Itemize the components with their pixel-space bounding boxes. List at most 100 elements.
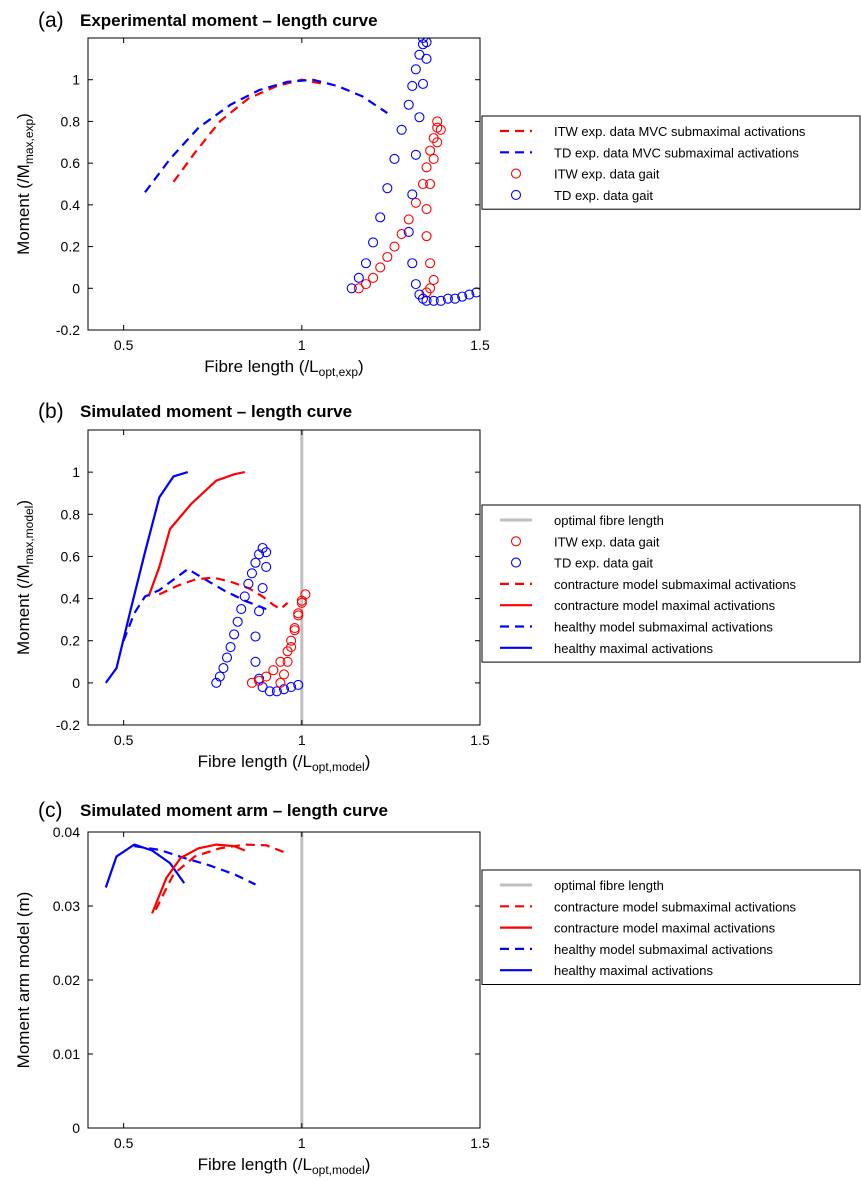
series-2-line xyxy=(134,845,256,886)
series-2-line xyxy=(147,471,246,597)
data-point xyxy=(278,684,290,695)
x-tick-label: 1.5 xyxy=(470,732,490,748)
plot-area xyxy=(144,38,480,306)
data-point xyxy=(410,149,421,160)
data-point xyxy=(375,212,386,223)
legend-label: TD exp. data gait xyxy=(554,188,653,203)
x-tick-label: 0.5 xyxy=(114,1135,134,1151)
data-point xyxy=(271,686,282,697)
data-point xyxy=(293,679,304,691)
data-point xyxy=(257,582,268,594)
data-point xyxy=(421,203,432,215)
data-point xyxy=(264,686,275,697)
chart-panel-3: (c) Simulated moment arm – length curve0.… xyxy=(14,799,861,1177)
data-point xyxy=(250,656,261,667)
y-axis-label: Moment (/Mmax,exp) xyxy=(14,113,36,255)
series-2-line xyxy=(144,78,388,193)
data-point xyxy=(425,178,436,190)
series-3-line xyxy=(122,567,267,642)
data-point xyxy=(261,671,272,682)
axes-box xyxy=(87,831,481,1129)
legend-label: ITW exp. data gait xyxy=(554,534,660,549)
legend-label: contracture model submaximal activations xyxy=(554,899,797,914)
y-tick-label: -0.2 xyxy=(56,322,80,338)
data-point xyxy=(403,226,414,238)
data-point xyxy=(214,671,225,682)
data-point xyxy=(375,262,386,273)
series-5-markers xyxy=(211,542,304,697)
data-point xyxy=(403,214,414,225)
x-tick-label: 1 xyxy=(298,1135,306,1151)
y-tick-label: 0.04 xyxy=(53,824,80,840)
axes-box xyxy=(87,429,481,726)
legend-label: TD exp. data MVC submaximal activations xyxy=(554,145,799,160)
legend-label: contracture model maximal activations xyxy=(554,921,776,936)
data-point xyxy=(289,625,300,636)
data-point xyxy=(225,641,236,653)
data-point xyxy=(368,237,379,248)
data-point xyxy=(382,251,393,263)
legend-label: ITW exp. data gait xyxy=(554,167,660,182)
data-point xyxy=(421,231,432,242)
data-point xyxy=(261,547,272,558)
data-point xyxy=(428,153,439,165)
x-tick-label: 1 xyxy=(298,337,306,353)
data-point xyxy=(389,241,400,252)
x-axis-label: Fibre length (/Lopt,model) xyxy=(198,1155,371,1177)
y-tick-label: 0.6 xyxy=(61,548,81,564)
legend-label: contracture model submaximal activations xyxy=(554,577,797,592)
plot-area xyxy=(104,843,288,914)
legend-box xyxy=(481,869,861,985)
panel-label: (c) xyxy=(38,799,63,822)
data-point xyxy=(403,99,414,110)
y-tick-label: 0.03 xyxy=(53,898,80,914)
y-axis-label: Moment (/Mmax,model) xyxy=(14,500,36,655)
panel-label: (a) xyxy=(38,9,64,32)
legend-box xyxy=(481,504,861,663)
y-tick-label: 0.4 xyxy=(61,197,81,213)
legend: ITW exp. data MVC submaximal activations… xyxy=(481,115,861,210)
y-tick-label: 1 xyxy=(72,464,80,480)
y-tick-label: 0.2 xyxy=(61,633,81,649)
chart-title: Simulated moment arm – length curve xyxy=(80,801,388,820)
data-point xyxy=(232,616,243,627)
data-point xyxy=(450,293,461,304)
legend-label: healthy model submaximal activations xyxy=(554,942,773,957)
data-point xyxy=(421,53,432,64)
data-point xyxy=(246,677,257,688)
data-point xyxy=(246,568,257,579)
y-tick-label: 0.02 xyxy=(53,972,80,988)
data-point xyxy=(442,293,453,304)
data-point xyxy=(243,578,254,589)
legend-marker xyxy=(510,168,522,179)
data-point xyxy=(360,279,372,290)
series-3-line xyxy=(151,843,246,914)
data-point xyxy=(218,663,229,674)
data-point xyxy=(346,283,357,294)
y-tick-label: 0 xyxy=(72,280,80,296)
data-point xyxy=(286,635,297,646)
data-point xyxy=(286,641,297,653)
data-point xyxy=(425,258,436,269)
data-point xyxy=(421,295,432,306)
data-point xyxy=(261,561,272,573)
data-point xyxy=(428,295,439,306)
x-tick-label: 1.5 xyxy=(470,337,490,353)
chart-title: Simulated moment – length curve xyxy=(80,402,352,421)
data-point xyxy=(293,608,304,619)
y-tick-label: 0.8 xyxy=(61,113,81,129)
chart-panel-2: (b) Simulated moment – length curve 0.5 1 1.… xyxy=(14,400,861,774)
legend-label: TD exp. data gait xyxy=(554,556,653,571)
y-tick-label: 0 xyxy=(72,1120,80,1136)
data-point xyxy=(254,549,265,560)
data-point xyxy=(432,116,443,127)
data-point xyxy=(414,112,425,123)
data-point xyxy=(296,595,307,606)
data-point xyxy=(236,604,247,615)
y-tick-label: 0 xyxy=(72,675,80,691)
x-tick-label: 0.5 xyxy=(114,732,134,748)
y-tick-label: 1 xyxy=(72,72,80,88)
data-point xyxy=(410,279,421,290)
series-1-line xyxy=(104,843,186,888)
